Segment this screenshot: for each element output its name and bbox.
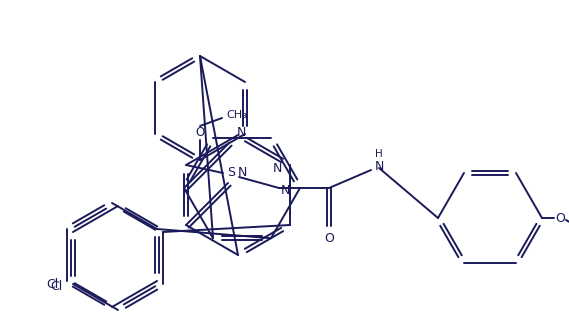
Text: Cl: Cl	[47, 278, 59, 291]
Text: N: N	[237, 127, 246, 140]
Text: N: N	[273, 163, 282, 175]
Text: N: N	[238, 166, 248, 179]
Text: N: N	[281, 183, 290, 196]
Text: O: O	[324, 231, 334, 244]
Text: Cl: Cl	[51, 280, 63, 293]
Text: O: O	[555, 211, 565, 224]
Text: N: N	[375, 160, 385, 172]
Text: O: O	[195, 126, 205, 139]
Text: H: H	[375, 149, 383, 159]
Text: CH₃: CH₃	[226, 110, 247, 120]
Text: S: S	[227, 166, 235, 179]
